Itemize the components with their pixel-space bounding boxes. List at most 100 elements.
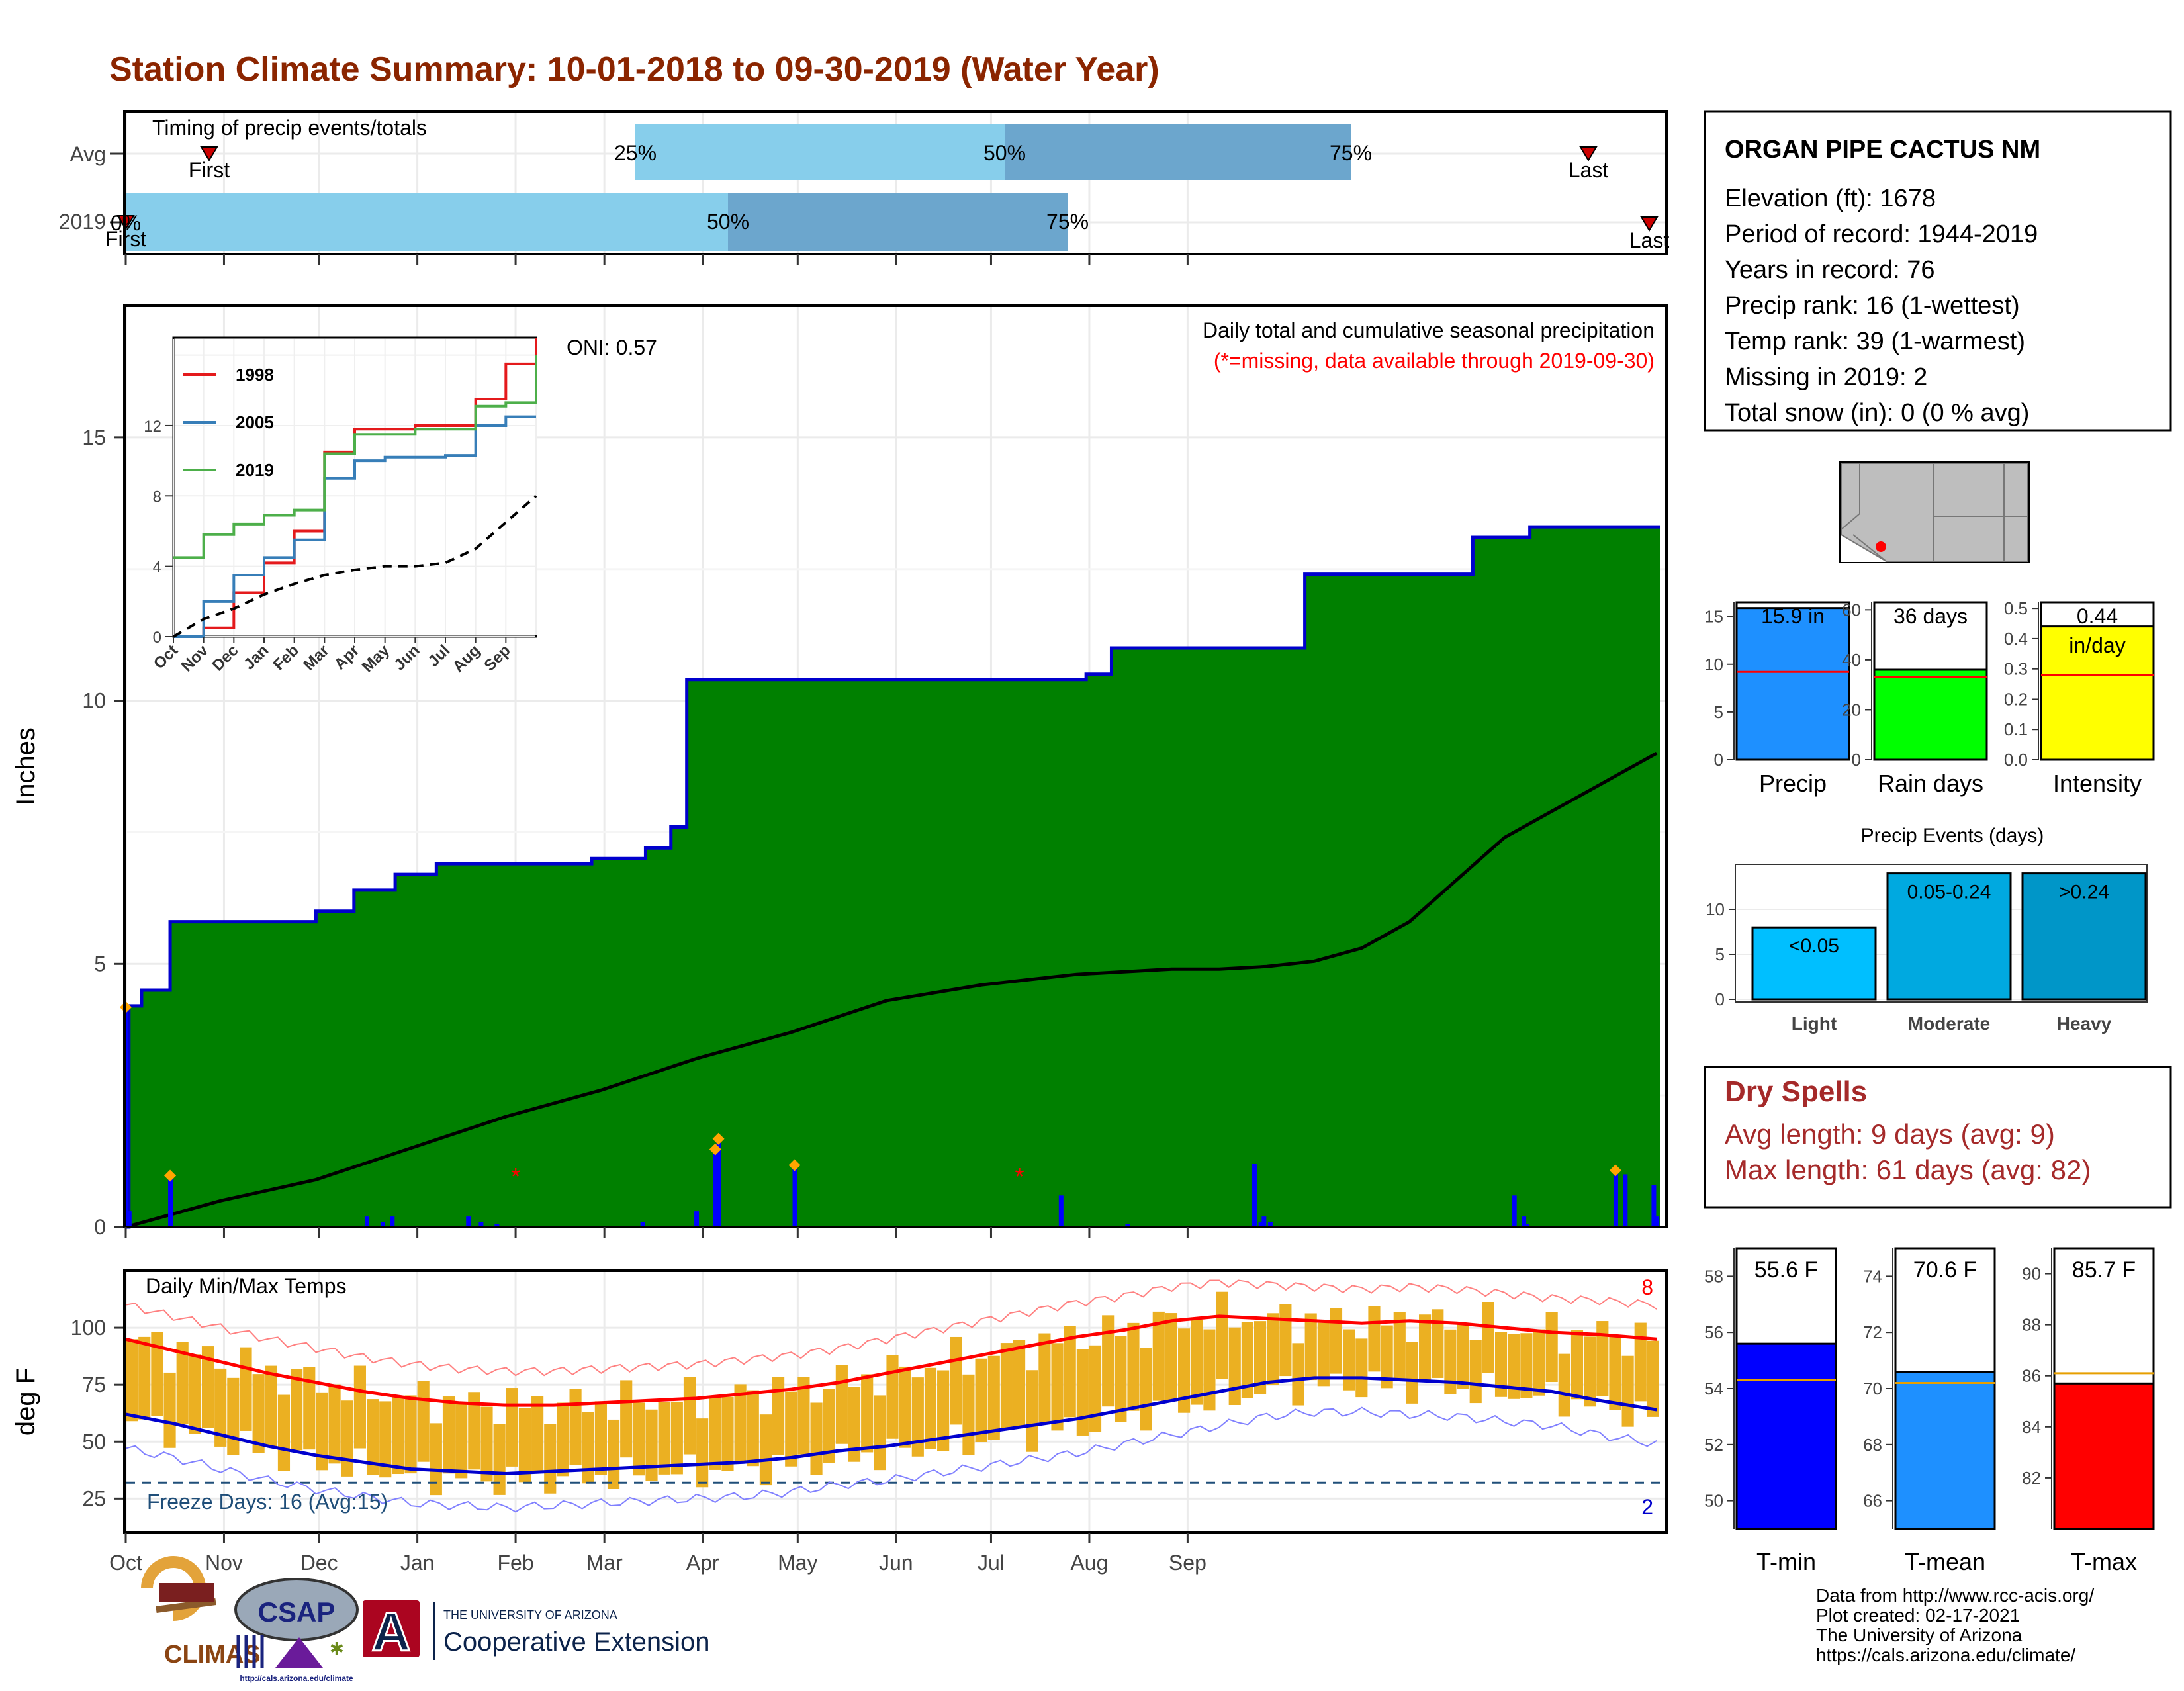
events-tick-label: 10 [1706,899,1725,919]
main-y-tick-label: 0 [94,1215,106,1239]
temp-summary-tick-label: 54 [1704,1379,1723,1398]
main-y-axis-label: Inches [11,727,40,805]
daily-temp-bar [1178,1328,1191,1413]
inset-y-tick-label: 0 [153,629,161,647]
daily-temp-bar [937,1370,950,1451]
month-tick-label: Aug [1070,1551,1108,1575]
avg-p75-label: 75% [1330,141,1372,165]
daily-temp-bar [962,1374,975,1455]
daily-temp-bar [1508,1334,1520,1399]
temp-summary-panels: 50 52 54 56 58 55.6 F T-min 66 68 70 72 74 70.6 F T-m… [1704,1247,2155,1575]
daily-precip-bar [466,1216,471,1227]
summary-bar-label: Intensity [2053,770,2142,797]
daily-temp-bar [480,1406,493,1482]
main-header: Daily total and cumulative seasonal prec… [1203,318,1655,342]
temp-summary-value-text: 70.6 F [1913,1257,1977,1283]
daily-temp-bar [1076,1349,1089,1436]
daily-temp-bar [1191,1320,1203,1405]
temp-y-tick-label: 75 [82,1373,106,1396]
record-high-count: 8 [1641,1275,1653,1299]
daily-temp-bar [835,1365,848,1444]
month-tick-label: Oct [109,1551,142,1575]
temp-summary-tick-label: 56 [1704,1322,1723,1342]
daily-temp-bar [823,1389,835,1463]
avg-max-temp-line [125,1314,1657,1407]
daily-temp-bar [1000,1343,1013,1430]
station-line-temp-rank: Temp rank: 39 (1-warmest) [1725,328,2025,355]
daily-temp-bar [176,1342,189,1424]
daily-temp-bar [277,1394,291,1471]
daily-temp-bar [772,1377,785,1455]
daily-temp-bar [950,1336,962,1425]
daily-temp-bar [531,1396,544,1472]
avg-p25-label: 25% [614,141,657,165]
daily-precip-bar [364,1216,369,1227]
daily-temp-bar [861,1374,874,1453]
daily-temp-bar [1115,1336,1127,1422]
summary-value-bar [2040,625,2155,761]
summary-value-text: 0.44 [2077,604,2118,628]
summary-bar-rain_days: 0 20 40 60 36 days Rain days [1842,600,1988,797]
daily-temp-bar [265,1365,277,1447]
y2019-last-label: Last [1629,228,1670,252]
temp-summary-tick-label: 52 [1704,1435,1723,1455]
summary-tick-label: 0 [1852,750,1861,770]
daily-temp-bar [1127,1322,1140,1411]
month-tick-label: Mar [586,1551,623,1575]
daily-temp-bar [1038,1333,1051,1423]
daily-precip-bar [1261,1216,1267,1227]
daily-temp-bar [1140,1348,1152,1431]
daily-temp-bar [442,1396,455,1474]
station-name: ORGAN PIPE CACTUS NM [1725,136,2040,163]
daily-precip-bar [716,1137,721,1227]
daily-temp-bar [303,1367,316,1450]
events-tick-label: 0 [1715,989,1725,1009]
temp-summary-tick-label: 74 [1863,1266,1882,1286]
event-category-label: Heavy [2057,1013,2112,1034]
daily-temp-bar [582,1412,594,1484]
csap-logo-text: CSAP [258,1596,336,1627]
daily-temp-bar [1381,1325,1393,1389]
daily-temp-bar [620,1380,633,1458]
daily-temp-bar [1494,1332,1508,1397]
daily-temp-bar [417,1381,430,1462]
daily-temp-bar [747,1390,759,1467]
station-line-years: Years in record: 76 [1725,256,1935,284]
locator-map [1839,461,2030,563]
daily-precip-bar [1512,1195,1517,1227]
inset-legend-label: 1998 [236,365,274,385]
daily-temp-bar [975,1358,987,1443]
daily-temp-bar [1482,1302,1494,1373]
record-low-count: 2 [1641,1495,1653,1519]
record-low-envelope [125,1406,1657,1513]
ua-logo-letter: A [371,1602,410,1663]
daily-temp-bar [1355,1338,1368,1398]
main-subheader: (*=missing, data available through 2019-… [1214,349,1655,373]
dry-spells-max: Max length: 61 days (avg: 82) [1725,1154,2091,1185]
daily-precip-bar [126,1211,132,1227]
summary-bar-label: Precip [1759,770,1827,797]
temp-title: Daily Min/Max Temps [146,1274,346,1298]
dry-spells-avg: Avg length: 9 days (avg: 9) [1725,1119,2055,1150]
daily-temp-bar [721,1396,734,1471]
record-daily-marker [164,1169,177,1182]
daily-temp-bar [1393,1312,1406,1379]
daily-temp-bar [1533,1329,1545,1396]
daily-temp-bar [1621,1355,1634,1427]
summary-tick-label: 0.2 [2004,689,2028,709]
timing-title: Timing of precip events/totals [152,116,427,140]
month-tick-label: Sep [1169,1551,1206,1575]
daily-temp-bar [557,1402,569,1477]
daily-temp-bar [392,1396,404,1475]
daily-temp-bar [1647,1340,1659,1417]
event-bar-moderate [1886,872,2012,1001]
events-tick-label: 5 [1715,944,1725,964]
daily-temp-bar [506,1388,518,1467]
daily-precip-bar [124,1005,128,1227]
svg-text:✱: ✱ [330,1639,344,1659]
station-line-missing: Missing in 2019: 2 [1725,363,1927,391]
avg-q1-bar [635,124,1005,180]
inset-legend-label: 2019 [236,460,274,480]
daily-temp-bar [1317,1322,1330,1387]
inset-y-tick-label: 4 [153,559,161,576]
